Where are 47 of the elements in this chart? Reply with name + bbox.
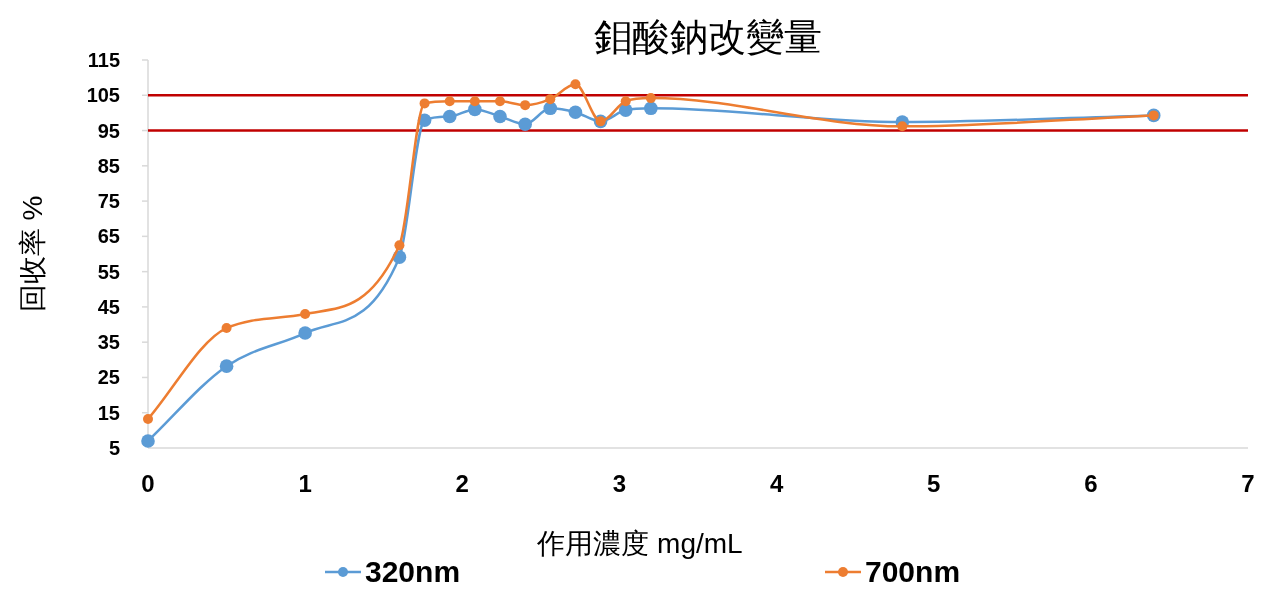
- y-tick-label: 45: [97, 295, 120, 318]
- point: [644, 101, 658, 116]
- x-tick-label: 0: [141, 470, 155, 497]
- point: [620, 96, 631, 107]
- y-tick-label: 15: [97, 401, 120, 424]
- point: [545, 94, 556, 105]
- chart-title: 鉬酸鈉改變量: [594, 16, 822, 58]
- x-tick-label: 5: [927, 470, 941, 497]
- y-tick-label: 55: [97, 260, 120, 283]
- x-axis-title: 作用濃度 mg/mL: [536, 528, 743, 559]
- point: [300, 308, 311, 319]
- y-tick-label: 115: [87, 49, 120, 71]
- point: [570, 79, 581, 90]
- point: [518, 117, 532, 131]
- point: [141, 434, 155, 448]
- y-tick-label: 5: [108, 437, 120, 459]
- y-tick-label: 75: [97, 190, 120, 213]
- y-tick-label: 65: [97, 225, 120, 248]
- y-tick-label: 105: [86, 84, 120, 107]
- y-tick-label: 25: [97, 366, 120, 389]
- point: [442, 109, 457, 124]
- x-tick-label: 4: [769, 470, 784, 497]
- legend-label: 700nm: [865, 555, 961, 588]
- point: [219, 359, 234, 373]
- x-tick-label: 7: [1241, 470, 1255, 497]
- point: [469, 96, 480, 107]
- point: [645, 93, 656, 104]
- y-tick-label: 95: [97, 119, 120, 142]
- point: [298, 326, 312, 340]
- point: [394, 240, 405, 251]
- x-tick-label: 6: [1084, 470, 1098, 497]
- legend-label: 320nm: [365, 555, 461, 588]
- point: [221, 323, 232, 334]
- y-tick-label: 35: [97, 331, 120, 354]
- point: [495, 96, 505, 107]
- point: [520, 100, 531, 111]
- point: [419, 98, 430, 109]
- point: [897, 121, 908, 132]
- point: [568, 105, 583, 119]
- point: [493, 109, 507, 124]
- y-tick-label: 85: [97, 154, 120, 177]
- point: [444, 96, 455, 107]
- point: [143, 414, 153, 425]
- y-axis-title: 回收率 %: [17, 195, 48, 313]
- x-tick-label: 1: [298, 470, 312, 497]
- x-tick-label: 3: [612, 470, 627, 497]
- x-tick-label: 2: [455, 470, 469, 497]
